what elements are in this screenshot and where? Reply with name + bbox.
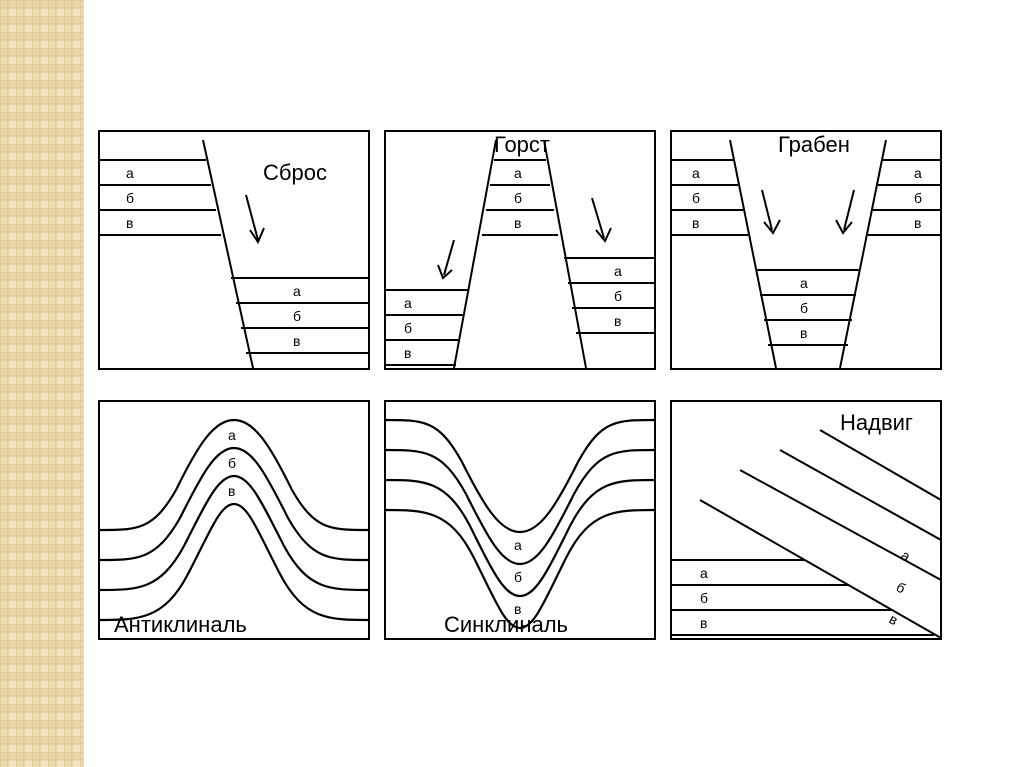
panel-frame	[671, 401, 941, 639]
layer-label: а	[126, 165, 134, 181]
layer-label: а	[914, 165, 922, 181]
layer-label: б	[800, 300, 808, 316]
panel-graben: Грабен а б в а б в а б в	[670, 130, 942, 370]
layer-label: в	[514, 215, 521, 231]
left-block	[99, 160, 221, 235]
layer-label: в	[614, 313, 621, 329]
fold-layers	[385, 420, 655, 628]
layer-label: б	[404, 320, 412, 336]
arrow-down-icon	[762, 190, 780, 233]
panel-title: Сброс	[263, 160, 327, 185]
arrow-down-icon	[836, 190, 854, 233]
layer-label: б	[700, 590, 708, 606]
layer-label: б	[228, 455, 236, 471]
layer-label: в	[887, 611, 901, 629]
layer-label: в	[800, 325, 807, 341]
arrow-down-icon	[246, 195, 264, 242]
layer-label: б	[914, 190, 922, 206]
layer-label: б	[894, 579, 909, 597]
fault-left	[454, 140, 496, 368]
layer-label: а	[700, 565, 708, 581]
panel-syncline: а б в Синклиналь	[384, 400, 656, 640]
layer-label: б	[293, 308, 301, 324]
layer-label: а	[228, 427, 236, 443]
layer-label: в	[126, 215, 133, 231]
layer-label: б	[514, 190, 522, 206]
panel-title: Антиклиналь	[114, 612, 247, 637]
layer-label: а	[404, 295, 412, 311]
page: Сброс а б в а б в	[0, 0, 1024, 767]
fold-layers	[99, 420, 369, 620]
layer-label: в	[700, 615, 707, 631]
fault-left	[730, 140, 776, 368]
upper-block	[740, 430, 941, 580]
panel-frame	[99, 131, 369, 369]
layer-label: в	[404, 345, 411, 361]
content-area: Сброс а б в а б в	[84, 0, 1024, 767]
wicker-pattern	[0, 0, 84, 767]
layer-label: б	[514, 569, 522, 585]
panel-nadvig: Надвиг а б в а б в	[670, 400, 942, 640]
panel-sbros: Сброс а б в а б в	[98, 130, 370, 370]
layer-label: а	[514, 537, 522, 553]
layer-label: в	[228, 483, 235, 499]
arrow-down-icon	[592, 198, 611, 241]
decorative-border	[0, 0, 84, 767]
layer-label: в	[914, 215, 921, 231]
fault-line	[203, 140, 253, 368]
layer-label: а	[899, 547, 914, 565]
panel-anticline: а б в Антиклиналь	[98, 400, 370, 640]
layer-label: б	[692, 190, 700, 206]
layer-label: б	[614, 288, 622, 304]
layer-label: а	[514, 165, 522, 181]
layer-label: а	[800, 275, 808, 291]
panel-title: Синклиналь	[444, 612, 568, 637]
left-block	[385, 290, 468, 365]
panel-title: Надвиг	[840, 410, 913, 435]
panel-gorst: Горст а б в а б в а б в	[384, 130, 656, 370]
panel-title: Горст	[494, 132, 550, 157]
layer-label: а	[293, 283, 301, 299]
layer-label: б	[126, 190, 134, 206]
layer-label: а	[692, 165, 700, 181]
layer-label: в	[293, 333, 300, 349]
layer-label: а	[614, 263, 622, 279]
panel-title: Грабен	[778, 132, 850, 157]
layer-label: в	[692, 215, 699, 231]
fault-right	[840, 140, 886, 368]
arrow-down-icon	[438, 240, 454, 278]
